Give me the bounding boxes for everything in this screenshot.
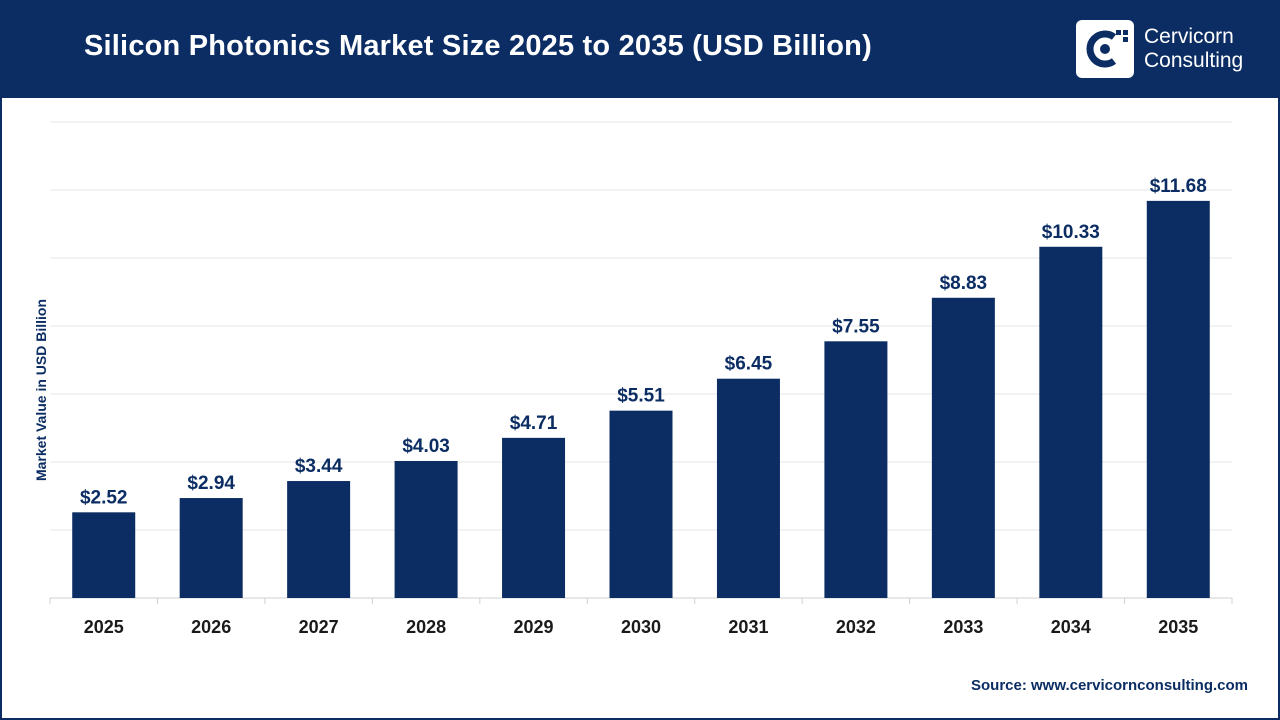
x-tick-label: 2029 — [514, 617, 554, 637]
data-label: $3.44 — [295, 456, 343, 477]
data-label: $6.45 — [725, 354, 773, 375]
bar-chart: $2.52 2025 $2.94 2026 $3.44 2027 $4.03 2028 $4.7… — [49, 121, 1233, 637]
data-label: $4.71 — [510, 413, 558, 434]
logo-text: Cervicorn Consulting — [1144, 25, 1243, 73]
x-tick-label: 2033 — [943, 617, 983, 637]
bar — [179, 498, 243, 598]
data-label: $8.83 — [940, 273, 988, 294]
x-tick-label: 2028 — [406, 617, 446, 637]
bar — [394, 460, 458, 598]
bar — [1146, 200, 1210, 598]
data-label: $7.55 — [832, 316, 880, 337]
data-label: $5.51 — [617, 386, 665, 407]
bar — [931, 297, 995, 598]
x-tick-label: 2034 — [1051, 617, 1091, 637]
x-tick-label: 2025 — [84, 617, 124, 637]
x-tick-label: 2030 — [621, 617, 661, 637]
data-label: $4.03 — [402, 436, 450, 457]
bar — [502, 437, 566, 598]
bar — [1039, 246, 1103, 598]
data-label: $10.33 — [1042, 222, 1100, 243]
source-note: Source: www.cervicornconsulting.com — [970, 677, 1248, 694]
bar — [824, 341, 888, 598]
page-title: Silicon Photonics Market Size 2025 to 20… — [84, 30, 872, 62]
bar — [287, 481, 351, 598]
data-label: $2.52 — [80, 487, 128, 508]
bar — [72, 512, 136, 598]
bar — [609, 410, 673, 598]
x-tick-label: 2031 — [728, 617, 768, 637]
x-tick-label: 2026 — [191, 617, 231, 637]
data-label: $2.94 — [187, 473, 235, 494]
logo-line-1: Cervicorn — [1144, 25, 1234, 48]
header-banner: Silicon Photonics Market Size 2025 to 20… — [0, 0, 1280, 98]
data-label: $11.68 — [1150, 176, 1207, 197]
x-tick-label: 2032 — [836, 617, 876, 637]
logo-mark-icon — [1076, 20, 1134, 78]
logo-line-2: Consulting — [1144, 49, 1244, 72]
x-tick-label: 2027 — [299, 617, 339, 637]
y-axis-title: Market Value in USD Billion — [33, 298, 49, 482]
bar — [716, 378, 780, 598]
x-tick-label: 2035 — [1158, 617, 1198, 637]
